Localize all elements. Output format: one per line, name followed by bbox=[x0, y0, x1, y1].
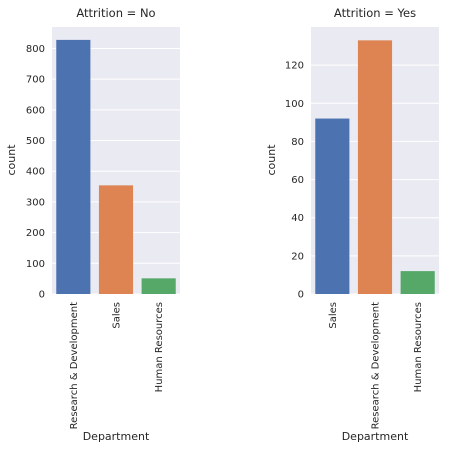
x-tick-label: Research & Development bbox=[371, 302, 382, 429]
bar bbox=[315, 119, 349, 294]
y-tick-label: 600 bbox=[26, 105, 45, 116]
x-tick-label: Sales bbox=[112, 302, 123, 329]
y-tick-label: 120 bbox=[285, 61, 304, 72]
y-tick-label: 20 bbox=[291, 251, 304, 262]
y-axis-label: count bbox=[265, 144, 278, 176]
y-tick-label: 80 bbox=[291, 137, 304, 148]
panel-title: Attrition = Yes bbox=[334, 6, 416, 20]
y-axis-label: count bbox=[5, 144, 18, 176]
y-tick-label: 40 bbox=[291, 213, 304, 224]
x-axis-label: Department bbox=[83, 430, 150, 443]
y-tick-label: 100 bbox=[285, 99, 304, 110]
bar bbox=[401, 271, 435, 294]
bar bbox=[99, 185, 133, 294]
y-tick-label: 0 bbox=[39, 290, 45, 301]
bar bbox=[56, 40, 90, 294]
x-axis-label: Department bbox=[342, 430, 409, 443]
y-tick-label: 700 bbox=[26, 75, 45, 86]
y-tick-label: 0 bbox=[298, 290, 304, 301]
panel-attrition-no: 0 100 200 300 400 500 600 700 800 Research & Dev… bbox=[5, 6, 180, 443]
y-tick-label: 500 bbox=[26, 136, 45, 147]
y-tick-label: 300 bbox=[26, 197, 45, 208]
y-tick-label: 200 bbox=[26, 228, 45, 239]
x-tick-label: Research & Development bbox=[69, 302, 80, 429]
y-tick-label: 60 bbox=[291, 175, 304, 186]
y-tick-label: 800 bbox=[26, 44, 45, 55]
panel-attrition-yes: 0 20 40 60 80 100 120 Sales Research & Developm… bbox=[265, 6, 439, 443]
y-tick-label: 400 bbox=[26, 167, 45, 178]
bar bbox=[142, 278, 176, 294]
x-tick-label: Human Resources bbox=[413, 302, 424, 392]
x-tick-label: Sales bbox=[328, 302, 339, 329]
y-tick-label: 100 bbox=[26, 259, 45, 270]
bar bbox=[358, 40, 392, 294]
panel-title: Attrition = No bbox=[76, 6, 155, 20]
x-tick-label: Human Resources bbox=[154, 302, 165, 392]
